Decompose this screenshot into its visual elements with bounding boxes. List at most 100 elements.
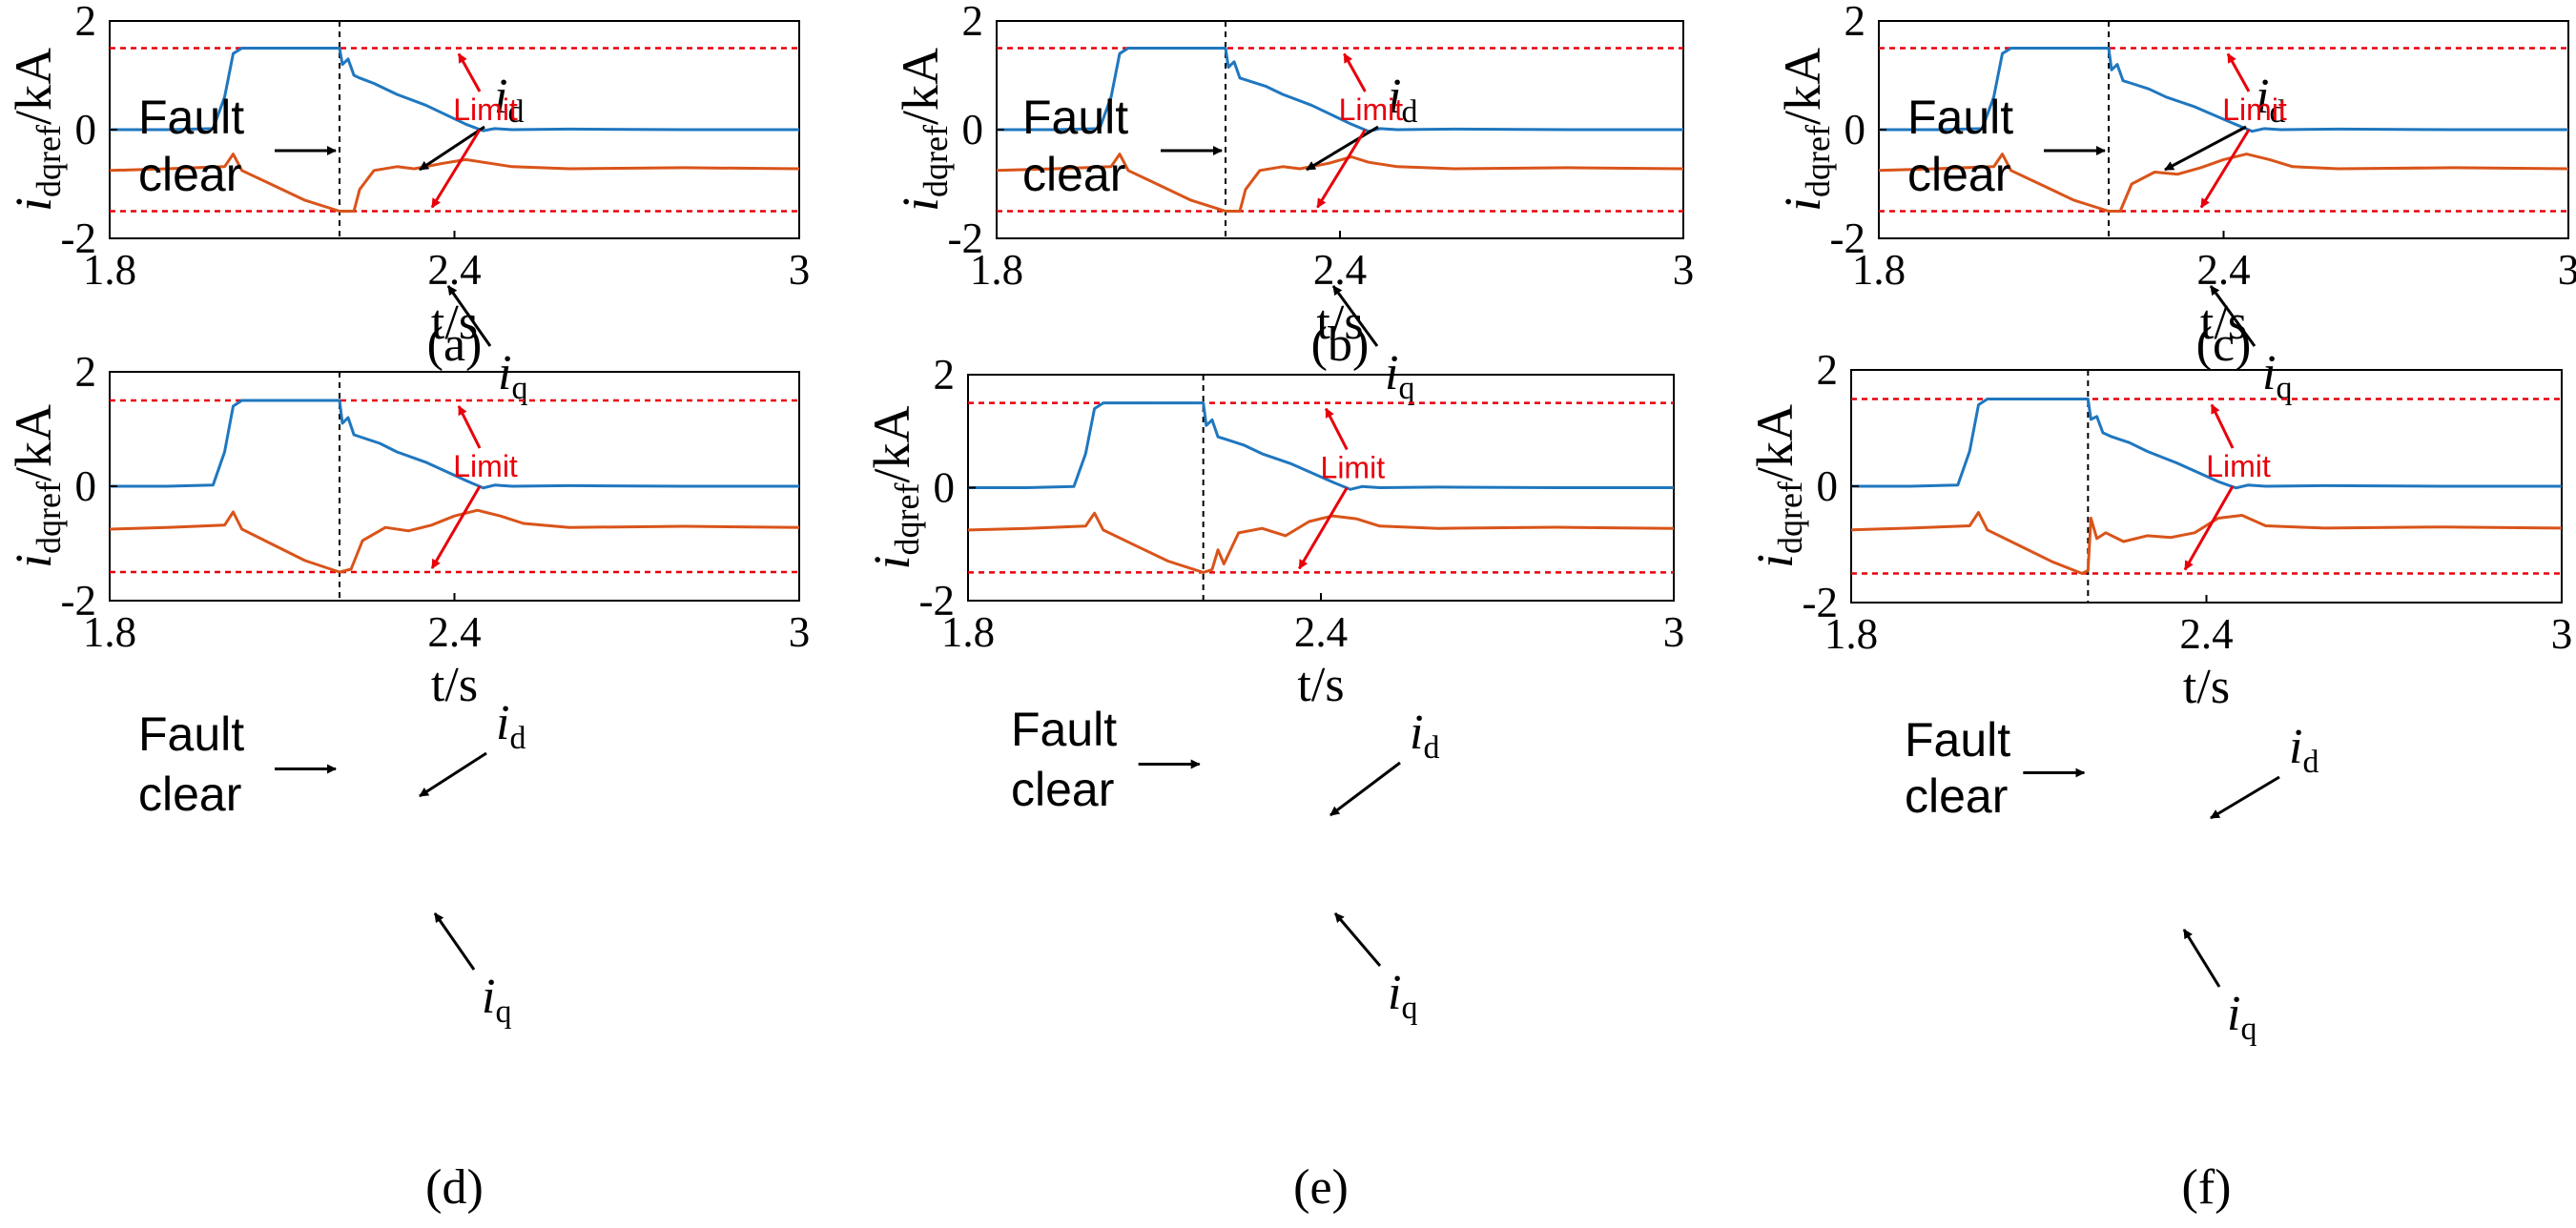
limit-arrow-lower (2199, 129, 2251, 209)
y-axis-label: idqref/kA (1774, 48, 1837, 212)
y-axis-label: idqref/kA (5, 404, 68, 568)
fault-label: Fault (1011, 703, 1117, 756)
y-tick-label: 0 (1817, 462, 1839, 510)
x-tick-label: 2.4 (1313, 246, 1367, 294)
series-iq (1850, 511, 2563, 575)
y-tick-label: -2 (61, 215, 97, 262)
id-arrow (1329, 761, 1401, 817)
fault-label: Fault (1022, 91, 1128, 144)
x-tick-label: 3 (2558, 246, 2576, 294)
series-id (1879, 47, 2568, 133)
panel-e: 2 0 -21.8 2.4 3 t/s idqref/kA (e) Fault clear id iq… (863, 351, 1684, 1215)
panel-c: 20-21.8 2.4 3t/sidqref/kA(c)Faultclearidiq… (1774, 0, 2576, 406)
iq-arrow (433, 912, 476, 971)
limit-label: Limit (453, 92, 518, 127)
limit-label: Limit (1321, 451, 1386, 485)
x-tick-label: 1.8 (970, 246, 1023, 294)
fault-label: Fault (1907, 91, 2013, 144)
x-tick-label: 1.8 (83, 246, 136, 294)
x-tick-label: 3 (789, 246, 811, 294)
y-tick-label: -2 (1803, 579, 1839, 626)
y-tick-label: -2 (1830, 215, 1866, 262)
clear-label: clear (1905, 769, 2008, 823)
series-iq (1878, 153, 2569, 213)
iq-label: iq (1385, 346, 1414, 406)
panel-caption: (a) (427, 317, 483, 372)
limit-arrow-lower (430, 485, 482, 569)
series-iq (109, 508, 800, 574)
series-id (110, 399, 799, 490)
iq-label: iq (2262, 346, 2292, 406)
y-tick-label: 0 (962, 106, 984, 154)
panel-caption: (d) (425, 1160, 484, 1215)
limit-arrow-upper (1343, 52, 1367, 92)
y-tick-label: 0 (934, 464, 956, 512)
limit-arrow-upper (1324, 407, 1349, 451)
x-tick-label: 2.4 (2179, 610, 2233, 658)
iq-label: iq (482, 970, 511, 1030)
y-axis-label: idqref/kA (863, 406, 926, 570)
limit-arrow-upper (2210, 403, 2235, 449)
clear-label: clear (1907, 148, 2010, 201)
x-tick-label: 1.8 (83, 608, 136, 656)
iq-arrow (446, 285, 492, 347)
id-arrow (419, 125, 485, 172)
y-tick-label: 0 (1844, 106, 1866, 154)
y-axis-label: idqref/kA (1746, 404, 1809, 568)
id-label: id (2256, 70, 2285, 130)
series-id (110, 47, 799, 133)
x-tick-label: 2.4 (2196, 246, 2250, 294)
x-tick-label: 2.4 (427, 246, 481, 294)
iq-arrow (2182, 929, 2221, 988)
iq-label: iq (2227, 987, 2257, 1047)
panel-d: 2 0 -21.8 2.4 3 t/s idqref/kA (d) Fault clear id iq… (5, 348, 810, 1215)
series-id (1851, 398, 2562, 490)
limit-label: Limit (2206, 449, 2271, 483)
id-arrow (1306, 125, 1379, 172)
series-id (968, 401, 1674, 491)
x-tick-label: 2.4 (427, 608, 481, 656)
y-axis-label: idqref/kA (5, 48, 68, 212)
clear-label: clear (1011, 763, 1114, 816)
x-axis-label: t/s (1297, 658, 1344, 712)
x-tick-label: 3 (789, 608, 811, 656)
series-iq (109, 153, 800, 213)
x-axis-label: t/s (1316, 296, 1363, 350)
limit-label: Limit (453, 449, 518, 483)
y-axis-label: idqref/kA (892, 48, 955, 212)
fault-label: Fault (138, 707, 244, 761)
iq-label: iq (1388, 966, 1417, 1026)
x-tick-label: 3 (1673, 246, 1695, 294)
limit-arrow-lower (2183, 485, 2235, 571)
iq-arrow (1331, 285, 1379, 347)
id-arrow (419, 751, 487, 798)
x-tick-label: 1.8 (1852, 246, 1906, 294)
clear-label: clear (1022, 148, 1125, 201)
iq-arrow (2209, 285, 2257, 347)
series-iq (996, 153, 1684, 213)
y-tick-label: 0 (75, 462, 97, 510)
y-tick-label: 2 (962, 0, 984, 45)
series-id (997, 47, 1683, 133)
id-label: id (496, 696, 526, 756)
panel-caption: (f) (2182, 1160, 2232, 1215)
x-axis-label: t/s (2183, 660, 2230, 714)
fault-label: Fault (1905, 713, 2010, 767)
panel-caption: (e) (1293, 1160, 1349, 1215)
panel-caption: (c) (2196, 317, 2252, 372)
iq-arrow (1333, 912, 1382, 967)
limit-arrow-upper (457, 52, 482, 92)
limit-label: Limit (1339, 92, 1404, 127)
series-iq (967, 511, 1675, 574)
id-label: id (494, 70, 524, 130)
limit-arrow-lower (1298, 486, 1349, 570)
x-axis-label: t/s (431, 296, 478, 350)
limit-arrow-upper (457, 405, 482, 449)
y-tick-label: 2 (934, 351, 956, 399)
id-arrow (2210, 775, 2280, 820)
y-tick-label: -2 (948, 215, 984, 262)
